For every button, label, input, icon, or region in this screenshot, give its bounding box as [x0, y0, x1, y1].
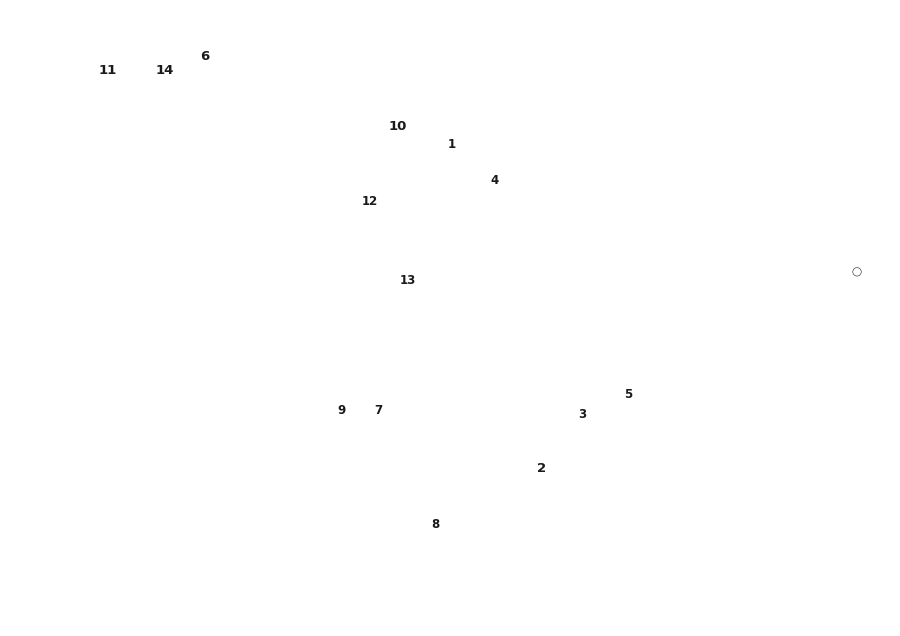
Ellipse shape [828, 338, 886, 364]
Bar [785, 96, 891, 167]
Bar [785, 465, 891, 536]
Circle shape [140, 109, 150, 119]
FancyBboxPatch shape [553, 329, 647, 383]
Polygon shape [833, 411, 880, 436]
Circle shape [317, 185, 339, 207]
Text: 11: 11 [99, 64, 117, 78]
Bar [785, 170, 891, 240]
Text: 8: 8 [431, 518, 439, 530]
Bar [785, 391, 891, 462]
Polygon shape [560, 428, 677, 441]
Circle shape [301, 237, 319, 255]
FancyBboxPatch shape [827, 273, 886, 293]
Circle shape [410, 59, 454, 103]
Circle shape [454, 308, 510, 364]
Text: 14: 14 [156, 64, 175, 78]
FancyBboxPatch shape [189, 65, 209, 79]
Polygon shape [268, 64, 395, 331]
Polygon shape [845, 485, 869, 513]
Text: 5: 5 [802, 346, 810, 359]
Text: 12: 12 [362, 195, 378, 207]
Text: 1: 1 [448, 137, 456, 151]
Circle shape [843, 432, 860, 449]
Circle shape [594, 40, 630, 76]
Bar [785, 545, 891, 616]
Ellipse shape [334, 97, 356, 135]
Text: 2: 2 [537, 462, 546, 474]
Polygon shape [655, 428, 677, 481]
Circle shape [372, 227, 394, 249]
Circle shape [468, 322, 496, 350]
Circle shape [194, 95, 206, 107]
Bar [790, 591, 886, 611]
Circle shape [135, 87, 149, 101]
FancyBboxPatch shape [349, 193, 417, 277]
Polygon shape [180, 71, 220, 278]
Polygon shape [793, 565, 883, 596]
Text: 8: 8 [802, 198, 810, 212]
Text: 9: 9 [338, 404, 346, 417]
Bar [785, 22, 891, 93]
Text: 10: 10 [389, 120, 407, 132]
Polygon shape [390, 454, 478, 516]
FancyBboxPatch shape [374, 182, 396, 202]
Text: 7: 7 [374, 404, 382, 417]
Text: 5: 5 [624, 387, 632, 401]
Circle shape [62, 101, 82, 121]
Circle shape [845, 179, 869, 203]
Circle shape [839, 25, 875, 62]
Circle shape [604, 50, 620, 66]
Circle shape [823, 83, 891, 151]
Text: 3: 3 [578, 408, 586, 420]
Text: 3: 3 [802, 494, 810, 507]
Circle shape [847, 262, 867, 282]
Text: 9: 9 [802, 125, 810, 138]
Circle shape [194, 150, 206, 162]
Text: 4: 4 [491, 174, 500, 188]
Circle shape [422, 71, 442, 91]
Text: 00201026: 00201026 [814, 625, 861, 635]
Bar [785, 244, 891, 314]
Circle shape [842, 102, 872, 132]
Polygon shape [432, 281, 525, 394]
Circle shape [850, 492, 864, 506]
FancyBboxPatch shape [366, 270, 398, 316]
Text: 6: 6 [201, 50, 210, 62]
Polygon shape [38, 61, 110, 154]
Polygon shape [268, 296, 310, 331]
Circle shape [67, 106, 77, 116]
Text: 13: 13 [797, 51, 814, 64]
Circle shape [194, 120, 206, 132]
Circle shape [816, 3, 897, 84]
Circle shape [325, 148, 351, 174]
Circle shape [853, 268, 861, 276]
Polygon shape [118, 68, 172, 136]
Text: 4: 4 [802, 420, 810, 433]
Bar [578, 349, 600, 371]
Bar [560, 441, 655, 481]
Bar [785, 317, 891, 388]
Circle shape [194, 180, 206, 192]
Text: 7: 7 [802, 272, 810, 286]
Circle shape [360, 215, 406, 261]
Circle shape [830, 164, 884, 218]
Text: 13: 13 [400, 275, 416, 287]
